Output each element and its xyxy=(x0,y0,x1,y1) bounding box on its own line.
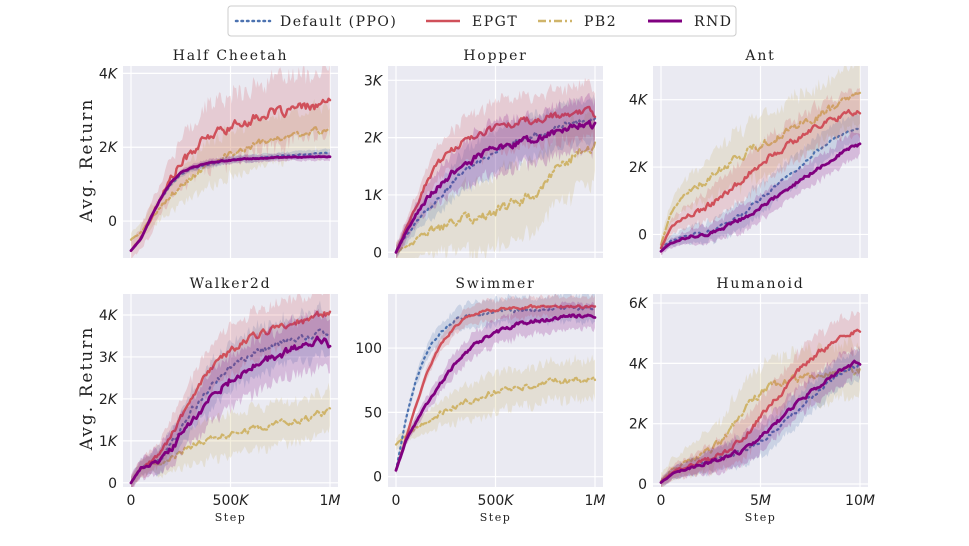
panel-swimmer: 0 50 100 0 500K 1M Swimmer Step xyxy=(355,276,605,524)
legend-label-epgt: EPGT xyxy=(472,14,518,30)
y-tick-label: 0 xyxy=(638,477,647,493)
legend-label-pb2: PB2 xyxy=(584,14,617,30)
y-tick-label: 100 xyxy=(355,341,382,357)
band-pb2 xyxy=(661,66,860,254)
band-rnd xyxy=(661,346,860,487)
x-tick-label: 1M xyxy=(319,493,340,509)
legend-label-default-ppo: Default (PPO) xyxy=(280,14,397,30)
y-tick-label: 1K xyxy=(364,188,384,204)
y-axis-label-bottom: Avg. Return xyxy=(77,326,97,452)
series-line-epgt xyxy=(659,328,862,484)
band-default-ppo xyxy=(661,345,860,487)
band-epgt xyxy=(131,66,330,258)
y-tick-label: 4K xyxy=(99,308,119,324)
y-tick-label: 0 xyxy=(108,214,117,230)
plot-area xyxy=(659,66,862,256)
band-pb2 xyxy=(131,98,330,247)
y-tick-label: 6K xyxy=(629,296,649,312)
legend-box xyxy=(227,5,737,37)
panel-title: Humanoid xyxy=(716,276,804,292)
series-line-rnd xyxy=(129,335,332,485)
x-tick-label: 0 xyxy=(657,493,666,509)
series-line-pb2 xyxy=(129,406,332,484)
x-tick-label: 500K xyxy=(478,493,516,509)
x-axis-label: Step xyxy=(745,511,777,524)
x-tick-label: 500K xyxy=(213,493,251,509)
y-tick-label: 2K xyxy=(629,417,649,433)
series-line-pb2 xyxy=(129,126,332,241)
band-epgt xyxy=(131,294,330,487)
panel-ant: 0 2K 4K Ant xyxy=(629,48,868,258)
y-tick-label: 0 xyxy=(638,227,647,243)
series-line-pb2 xyxy=(394,376,597,446)
x-axis-label: Step xyxy=(480,511,512,524)
y-tick-label: 2K xyxy=(364,131,384,147)
series-line-rnd xyxy=(129,155,332,252)
panel-title: Half Cheetah xyxy=(173,48,289,64)
series-line-pb2 xyxy=(659,366,862,483)
band-rnd xyxy=(396,92,595,258)
series-line-default-ppo xyxy=(659,126,862,250)
band-pb2 xyxy=(396,354,595,451)
plot-area xyxy=(394,77,597,258)
panel-half-cheetah: 0 2K 4K Half Cheetah xyxy=(99,48,338,258)
x-tick-label: 0 xyxy=(392,493,401,509)
band-epgt xyxy=(396,77,595,258)
plot-area xyxy=(129,294,332,487)
band-rnd xyxy=(661,130,860,255)
panel-title: Hopper xyxy=(463,48,527,64)
y-tick-label: 3K xyxy=(99,350,119,366)
legend: Default (PPO) EPGT PB2 RND xyxy=(227,5,737,37)
panel-humanoid: 0 2K 4K 6K 0 5M 10M Humanoid Step xyxy=(629,276,875,524)
series-line-pb2 xyxy=(394,141,597,254)
y-tick-label: 0 xyxy=(108,476,117,492)
y-tick-label: 4K xyxy=(99,66,119,82)
y-tick-label: 4K xyxy=(629,93,649,109)
y-tick-label: 0 xyxy=(373,245,382,261)
band-default-ppo xyxy=(131,300,330,487)
x-tick-label: 0 xyxy=(127,493,136,509)
panel-hopper: 0 1K 2K 3K Hopper xyxy=(364,48,603,261)
x-tick-label: 1M xyxy=(584,493,605,509)
band-rnd xyxy=(396,301,595,475)
x-tick-label: 10M xyxy=(845,493,875,509)
plot-area xyxy=(659,311,862,487)
band-pb2 xyxy=(661,334,860,487)
band-pb2 xyxy=(396,111,595,258)
legend-label-rnd: RND xyxy=(694,14,733,30)
x-axis-label: Step xyxy=(215,511,247,524)
series-line-rnd xyxy=(659,142,862,253)
panel-title: Ant xyxy=(744,48,775,64)
series-line-epgt xyxy=(394,105,597,254)
panel-title: Walker2d xyxy=(190,276,272,292)
series-line-pb2 xyxy=(659,91,862,246)
y-tick-label: 2K xyxy=(99,140,119,156)
y-tick-label: 50 xyxy=(364,405,382,421)
y-tick-label: 1K xyxy=(99,434,119,450)
x-tick-label: 5M xyxy=(750,493,771,509)
y-tick-label: 2K xyxy=(629,160,649,176)
y-axis-label-top: Avg. Return xyxy=(77,98,97,224)
series-line-rnd xyxy=(659,359,862,484)
band-default-ppo xyxy=(396,294,595,474)
y-tick-label: 0 xyxy=(373,470,382,486)
series-line-rnd xyxy=(394,313,597,472)
series-line-default-ppo xyxy=(394,117,597,254)
band-default-ppo xyxy=(661,111,860,252)
series-line-epgt xyxy=(129,310,332,485)
band-epgt xyxy=(661,311,860,487)
series-line-epgt xyxy=(659,109,862,250)
panel-title: Swimmer xyxy=(455,276,535,292)
y-tick-label: 2K xyxy=(99,392,119,408)
y-tick-label: 4K xyxy=(629,356,649,372)
series-line-rnd xyxy=(394,119,597,254)
series-line-epgt xyxy=(394,303,597,472)
plot-area xyxy=(129,66,332,258)
plot-area xyxy=(394,294,597,475)
y-tick-label: 3K xyxy=(364,73,384,89)
panel-walker2d: 0 1K 2K 3K 4K 0 500K 1M Walker2d Step xyxy=(99,276,341,524)
